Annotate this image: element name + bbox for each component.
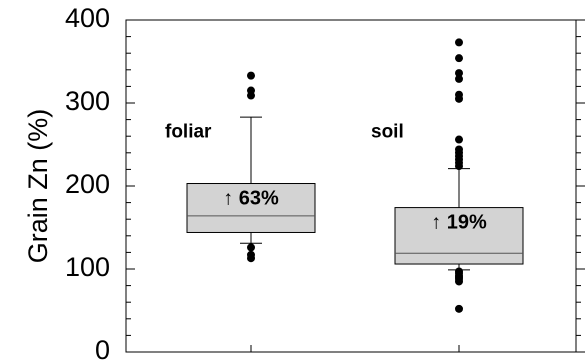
boxes-layer: ↑ 63% foliar ↑ 19% soil [165,38,524,313]
y-axis-ticks: 0 100 200 300 400 [65,3,585,364]
group-label: foliar [165,121,212,142]
box-group-soil: ↑ 19% soil [371,38,524,313]
y-tick-label: 100 [65,252,110,282]
outlier-point [455,69,463,78]
box-annotation: ↑ 63% [223,188,279,210]
y-tick-label: 0 [95,335,110,364]
outlier-point [455,267,463,276]
outlier-point [455,90,463,99]
outlier-point [247,243,255,252]
y-tick-label: 300 [65,86,110,116]
outlier-point [247,71,255,80]
y-axis-label: Grain Zn (%) [23,109,53,264]
minor-ticks [126,36,581,336]
y-tick-label: 400 [65,3,110,33]
box-group-foliar: ↑ 63% foliar [165,71,316,263]
outlier-point [455,145,463,154]
y-tick-label: 200 [65,169,110,199]
box-annotation: ↑ 19% [431,212,487,234]
outlier-point [247,250,255,259]
outlier-point [455,304,463,313]
outlier-point [455,54,463,63]
box [186,183,316,233]
group-label: soil [371,121,404,142]
outlier-point [455,135,463,144]
outlier-point [247,86,255,95]
outlier-point [455,74,463,83]
outlier-point [455,38,463,47]
box [394,207,524,265]
